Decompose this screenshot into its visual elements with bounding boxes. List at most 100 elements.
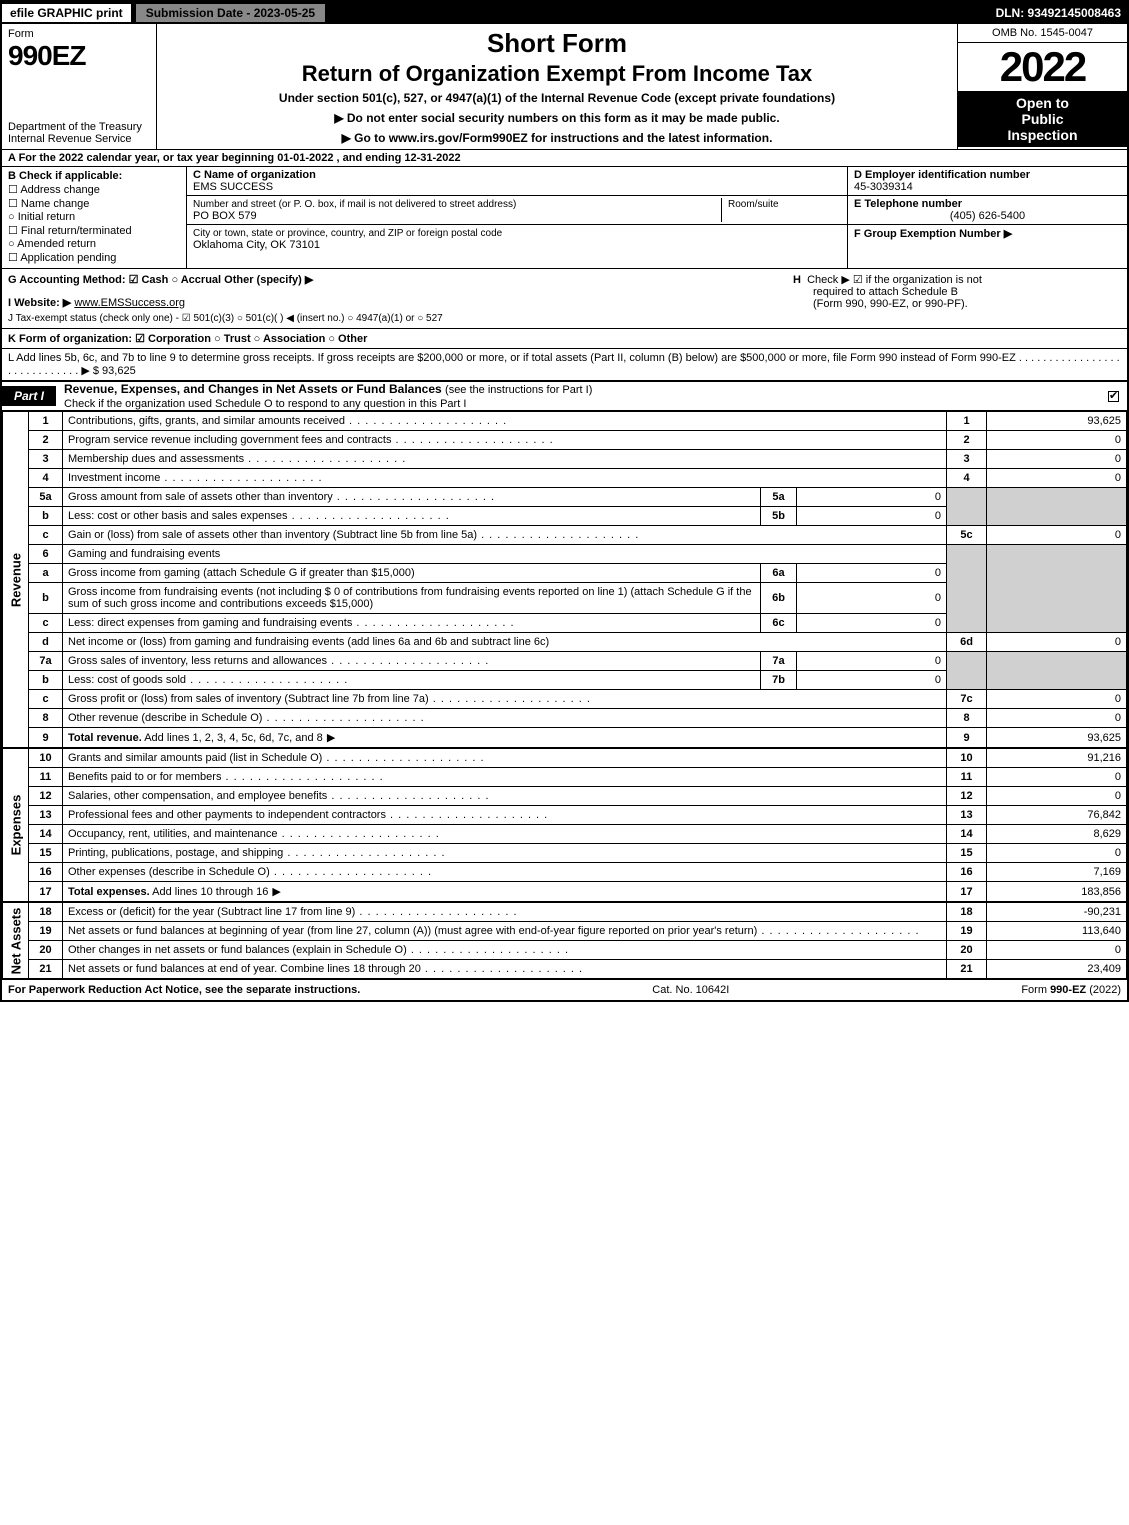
shade-7v xyxy=(987,652,1127,690)
netassets-label-text: Net Assets xyxy=(8,907,23,974)
line-3-desc: Membership dues and assessments xyxy=(68,453,406,465)
chk-address-change[interactable]: Address change xyxy=(8,183,180,196)
line-6d-boxnum: 6d xyxy=(947,633,987,652)
line-9-num: 9 xyxy=(29,728,63,748)
dept-label: Department of the Treasury Internal Reve… xyxy=(8,121,150,145)
l-row: L Add lines 5b, 6c, and 7b to line 9 to … xyxy=(2,349,1127,381)
section-a: A For the 2022 calendar year, or tax yea… xyxy=(2,150,1127,167)
line-2-desc: Program service revenue including govern… xyxy=(68,434,554,446)
line-6-desc: Gaming and fundraising events xyxy=(63,545,947,564)
line-9-boxnum: 9 xyxy=(947,728,987,748)
line-6-num: 6 xyxy=(29,545,63,564)
line-13-val: 76,842 xyxy=(987,806,1127,825)
line-10-desc: Grants and similar amounts paid (list in… xyxy=(68,752,485,764)
line-6b-desc: Gross income from fundraising events (no… xyxy=(63,583,761,614)
short-form-title: Short Form xyxy=(163,28,951,59)
line-21-num: 21 xyxy=(29,960,63,979)
line-15-num: 15 xyxy=(29,844,63,863)
open-line-3: Inspection xyxy=(962,127,1123,143)
tax-year: 2022 xyxy=(958,43,1127,91)
b-label: B Check if applicable: xyxy=(8,170,122,182)
form-page: efile GRAPHIC print Submission Date - 20… xyxy=(0,0,1129,1002)
line-5b-subval: 0 xyxy=(797,507,947,526)
city-hint: City or town, state or province, country… xyxy=(193,228,502,239)
line-3-val: 0 xyxy=(987,450,1127,469)
line-7c-desc: Gross profit or (loss) from sales of inv… xyxy=(68,693,591,705)
line-14-num: 14 xyxy=(29,825,63,844)
revenue-label-text: Revenue xyxy=(8,552,23,606)
open-line-2: Public xyxy=(962,111,1123,127)
goto-link[interactable]: ▶ Go to www.irs.gov/Form990EZ for instru… xyxy=(163,131,951,145)
chk-initial-return[interactable]: Initial return xyxy=(8,211,180,223)
line-6c-num: c xyxy=(29,614,63,633)
line-5b-subnum: 5b xyxy=(761,507,797,526)
line-13-desc: Professional fees and other payments to … xyxy=(68,809,548,821)
line-6b-num: b xyxy=(29,583,63,614)
part-1-checkbox[interactable] xyxy=(1108,391,1119,402)
line-6d-num: d xyxy=(29,633,63,652)
line-19-num: 19 xyxy=(29,922,63,941)
chk-amended-return[interactable]: Amended return xyxy=(8,238,180,250)
shade-7 xyxy=(947,652,987,690)
chk-application-pending[interactable]: Application pending xyxy=(8,251,180,264)
line-19-val: 113,640 xyxy=(987,922,1127,941)
shade-5v xyxy=(987,488,1127,526)
form-header: Form 990EZ Department of the Treasury In… xyxy=(2,24,1127,150)
line-7b-subval: 0 xyxy=(797,671,947,690)
line-12-desc: Salaries, other compensation, and employ… xyxy=(68,790,490,802)
line-10-boxnum: 10 xyxy=(947,749,987,768)
line-6d-desc: Net income or (loss) from gaming and fun… xyxy=(63,633,947,652)
line-11-num: 11 xyxy=(29,768,63,787)
open-line-1: Open to xyxy=(962,95,1123,111)
line-18-val: -90,231 xyxy=(987,903,1127,922)
line-17-bold: Total expenses. xyxy=(68,886,150,898)
line-19-boxnum: 19 xyxy=(947,922,987,941)
line-5a-desc: Gross amount from sale of assets other t… xyxy=(68,491,495,503)
form-number: 990EZ xyxy=(8,40,150,72)
line-2-boxnum: 2 xyxy=(947,431,987,450)
chk-final-return[interactable]: Final return/terminated xyxy=(8,224,180,237)
line-4-num: 4 xyxy=(29,469,63,488)
omb-number: OMB No. 1545-0047 xyxy=(958,24,1127,43)
line-6b-subnum: 6b xyxy=(761,583,797,614)
k-row: K Form of organization: ☑ Corporation ○ … xyxy=(2,329,1127,349)
line-5b-desc: Less: cost or other basis and sales expe… xyxy=(68,510,450,522)
h-line-1: Check ▶ ☑ if the organization is not xyxy=(807,274,982,286)
revenue-section: Revenue 1Contributions, gifts, grants, a… xyxy=(2,411,1127,748)
line-18-num: 18 xyxy=(29,903,63,922)
line-20-boxnum: 20 xyxy=(947,941,987,960)
line-3-num: 3 xyxy=(29,450,63,469)
line-7b-subnum: 7b xyxy=(761,671,797,690)
line-1-val: 93,625 xyxy=(987,412,1127,431)
line-5c-val: 0 xyxy=(987,526,1127,545)
gh-row: G Accounting Method: ☑ Cash ○ Accrual Ot… xyxy=(2,269,1127,329)
i-website: I Website: ▶ I Website: ▶ www.EMSSuccess… xyxy=(8,296,781,309)
phone-value: (405) 626-5400 xyxy=(854,210,1121,222)
form-word: Form xyxy=(8,28,150,40)
line-6c-subnum: 6c xyxy=(761,614,797,633)
dln-label: DLN: 93492145008463 xyxy=(996,6,1127,20)
line-7c-boxnum: 7c xyxy=(947,690,987,709)
page-footer: For Paperwork Reduction Act Notice, see … xyxy=(2,979,1127,1000)
line-3-boxnum: 3 xyxy=(947,450,987,469)
open-to-public: Open to Public Inspection xyxy=(958,91,1127,147)
shade-6 xyxy=(947,545,987,633)
col-b: B Check if applicable: Address change Na… xyxy=(2,167,187,268)
line-5c-boxnum: 5c xyxy=(947,526,987,545)
chk-name-change[interactable]: Name change xyxy=(8,197,180,210)
line-1-boxnum: 1 xyxy=(947,412,987,431)
line-17-desc: Add lines 10 through 16 xyxy=(152,886,268,898)
line-11-val: 0 xyxy=(987,768,1127,787)
room-label: Room/suite xyxy=(728,199,779,210)
line-6c-desc: Less: direct expenses from gaming and fu… xyxy=(68,617,515,629)
part-1-checkline: Check if the organization used Schedule … xyxy=(64,398,466,410)
line-7a-num: 7a xyxy=(29,652,63,671)
line-21-desc: Net assets or fund balances at end of ye… xyxy=(68,963,583,975)
line-6a-subnum: 6a xyxy=(761,564,797,583)
line-7b-num: b xyxy=(29,671,63,690)
expenses-label-text: Expenses xyxy=(8,795,23,856)
e-label: E Telephone number xyxy=(854,198,962,210)
line-18-desc: Excess or (deficit) for the year (Subtra… xyxy=(68,906,518,918)
shade-5 xyxy=(947,488,987,526)
line-8-num: 8 xyxy=(29,709,63,728)
